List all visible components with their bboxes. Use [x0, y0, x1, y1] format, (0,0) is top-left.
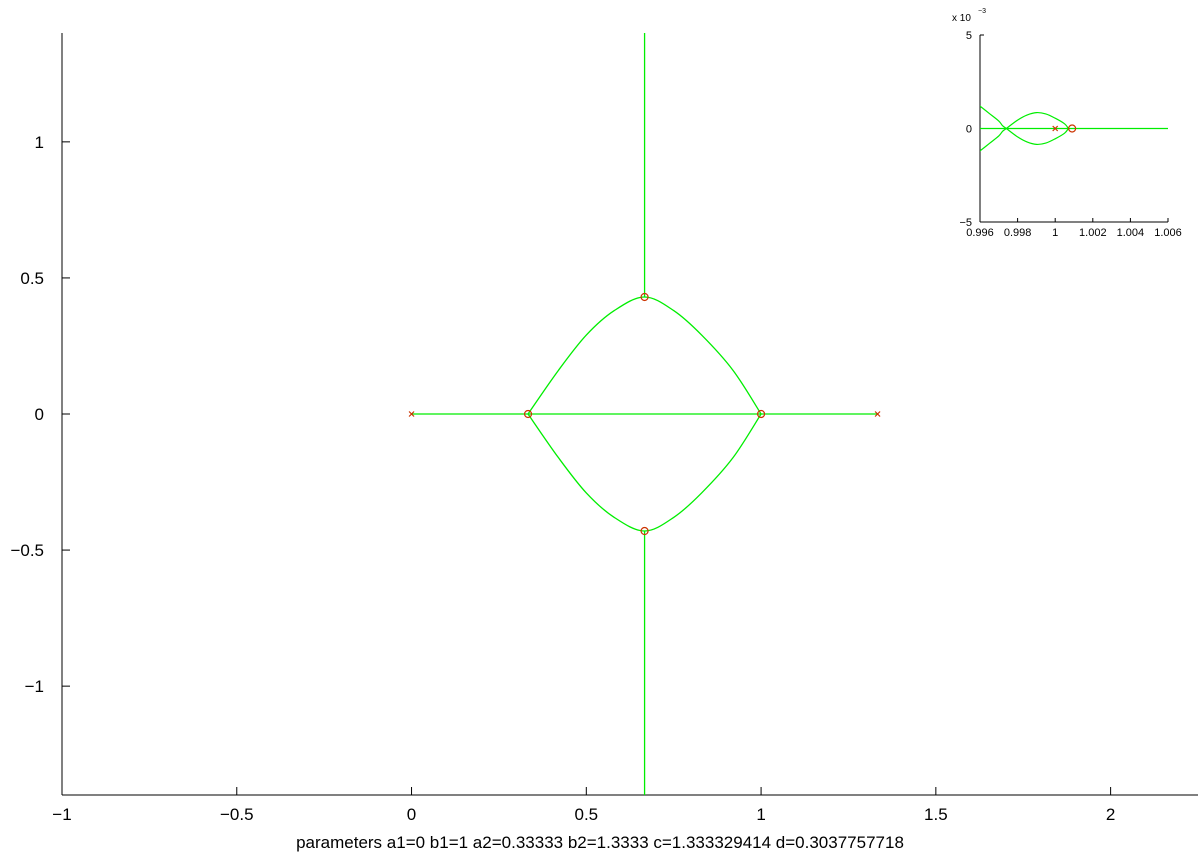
inset-x-tick-label: 1.004 [1117, 227, 1145, 239]
main-x-tick-label: 2 [1106, 805, 1115, 824]
main-zero-marker-3 [640, 526, 649, 536]
inset-exponent-power: −3 [978, 8, 986, 15]
inset-y-tick-label: 5 [966, 30, 972, 42]
main-y-tick-label: 1 [35, 133, 44, 152]
inset-pole-marker-0 [1052, 125, 1059, 132]
main-locus-branch-3 [527, 296, 762, 415]
main-zero-marker-0 [523, 409, 533, 419]
inset-zero-marker-0 [1068, 124, 1077, 133]
main-axes: −1 −0.5 0 0.5 1 1.5 2 −1 −0.5 0 0.5 1 [10, 33, 1198, 824]
inset-x-tick-label: 0.996 [966, 227, 994, 239]
main-locus-branch-4 [527, 413, 762, 532]
inset-axes: 0.996 0.998 1 1.002 1.004 1.006 −5 0 5 [959, 30, 1181, 239]
inset-pole-stroke [1052, 125, 1059, 132]
inset-y-tick-label: 0 [966, 123, 972, 135]
inset-locus-branch-2 [980, 111, 1069, 152]
inset-x-tick-label: 0.998 [1004, 227, 1032, 239]
inset-exponent-base: x 10 [952, 13, 971, 24]
main-zero-marker-2 [640, 292, 649, 302]
main-x-tick-label: 0 [407, 805, 416, 824]
main-x-tick-label: 0.5 [574, 805, 598, 824]
main-x-tick-label: −0.5 [220, 805, 254, 824]
main-x-tick-label: 1.5 [924, 805, 948, 824]
main-pole-stroke [874, 411, 881, 417]
main-pole-marker-0 [408, 411, 415, 417]
inset-plot-area [980, 105, 1168, 152]
main-y-tick-label: −0.5 [10, 541, 44, 560]
main-xlabel: parameters a1=0 b1=1 a2=0.33333 b2=1.333… [296, 833, 904, 852]
main-pole-marker-1 [874, 411, 881, 417]
main-pole-stroke [408, 411, 415, 417]
inset-x-tick-label: 1 [1052, 227, 1058, 239]
inset-x-tick-label: 1.006 [1154, 227, 1182, 239]
main-plot-area [408, 33, 881, 795]
inset-x-tick-label: 1.002 [1079, 227, 1107, 239]
inset-y-tick-label: −5 [959, 217, 972, 229]
main-y-tick-label: −1 [25, 677, 44, 696]
main-y-tick-label: 0 [35, 405, 44, 424]
main-zero-marker-1 [756, 409, 766, 419]
main-y-tick-label: 0.5 [20, 269, 44, 288]
main-x-tick-label: −1 [52, 805, 71, 824]
main-x-tick-label: 1 [756, 805, 765, 824]
inset-locus-branch-1 [980, 105, 1069, 146]
